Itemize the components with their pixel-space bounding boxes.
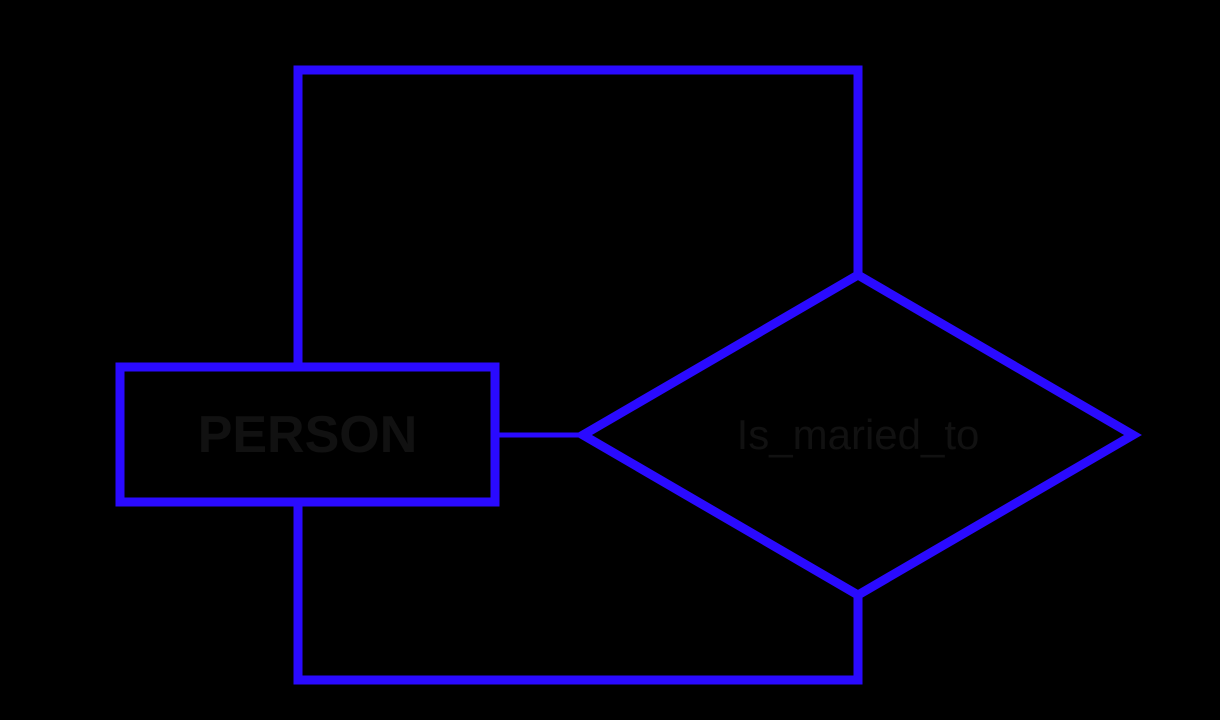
entity-person-label: PERSON	[120, 367, 495, 502]
er-diagram-canvas	[0, 0, 1220, 720]
relationship-label: Is_maried_to	[583, 395, 1133, 475]
